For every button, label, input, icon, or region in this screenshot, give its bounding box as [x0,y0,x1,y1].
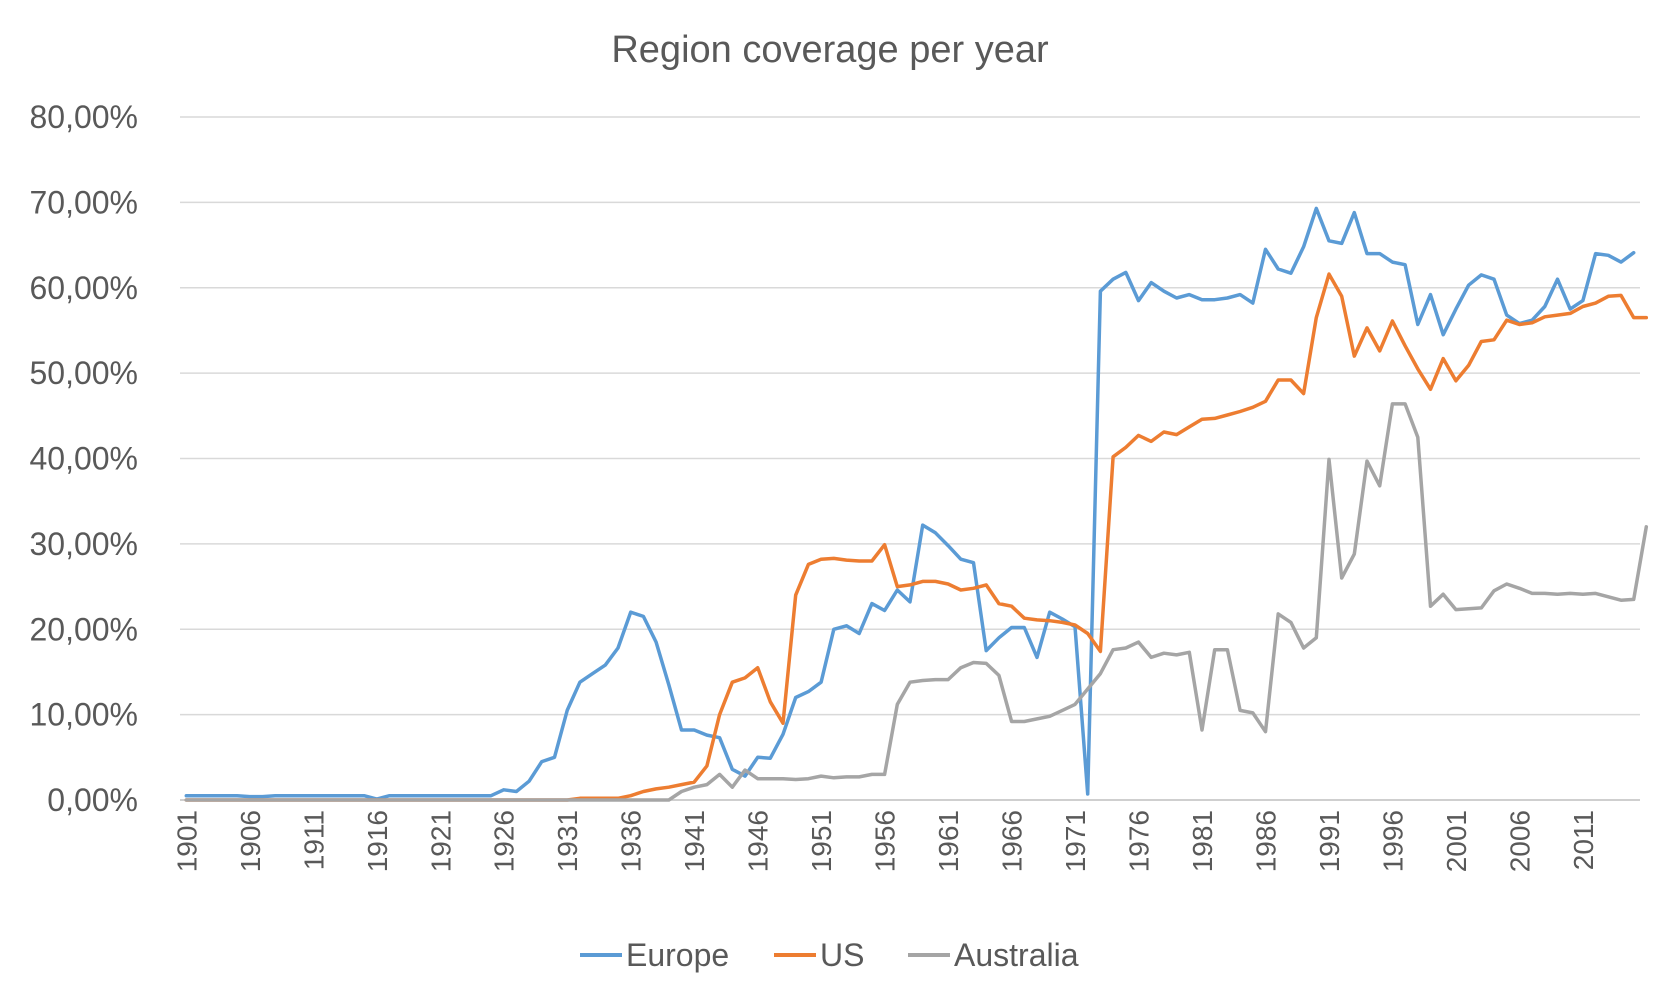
x-tick-label: 1906 [235,810,266,872]
x-tick-label: 1946 [743,810,774,872]
x-tick-label: 1936 [616,810,647,872]
series-line-us [184,272,1649,802]
legend-label-europe: Europe [626,937,729,973]
x-tick-label: 1916 [362,810,393,872]
x-tick-label: 1976 [1124,810,1155,872]
x-tick-label: 1956 [870,810,901,872]
y-tick-label: 0,00% [47,782,138,818]
legend-label-us: US [820,937,864,973]
x-tick-label: 1901 [171,810,202,872]
y-tick-label: 10,00% [29,697,138,733]
x-tick-label: 1986 [1250,810,1281,872]
x-tick-label: 1966 [997,810,1028,872]
x-tick-label: 2006 [1504,810,1535,872]
y-tick-label: 80,00% [29,99,138,135]
y-tick-label: 60,00% [29,270,138,306]
x-tick-label: 2001 [1441,810,1472,872]
chart-title: Region coverage per year [611,29,1049,71]
y-tick-label: 40,00% [29,441,138,477]
gridlines [180,116,1640,716]
legend-label-australia: Australia [954,937,1079,973]
y-tick-label: 50,00% [29,355,138,391]
y-axis-tick-labels: 0,00% 10,00% 20,00% 30,00% 40,00% 50,00% 60,00… [29,99,138,818]
y-tick-label: 70,00% [29,184,138,220]
x-tick-label: 1961 [933,810,964,872]
x-tick-label: 1911 [298,810,329,870]
legend: Europe US Australia [580,937,1079,973]
y-tick-label: 30,00% [29,526,138,562]
x-axis-tick-labels: 1901 1906 1911 1916 1921 1926 1931 1936 1941 1946… [171,810,1599,872]
x-tick-label: 1931 [552,810,583,872]
series-lines [184,206,1649,802]
x-tick-label: 1926 [489,810,520,872]
x-tick-label: 1951 [806,810,837,872]
x-tick-label: 1991 [1314,810,1345,872]
y-tick-label: 20,00% [29,611,138,647]
x-tick-label: 1981 [1187,810,1218,872]
x-tick-label: 1941 [679,810,710,872]
x-tick-label: 1921 [425,810,456,872]
series-line-europe [184,206,1636,801]
x-tick-label: 1971 [1060,810,1091,872]
series-line-australia [184,402,1649,802]
x-tick-label: 1996 [1377,810,1408,872]
x-tick-label: 2011 [1568,810,1599,870]
